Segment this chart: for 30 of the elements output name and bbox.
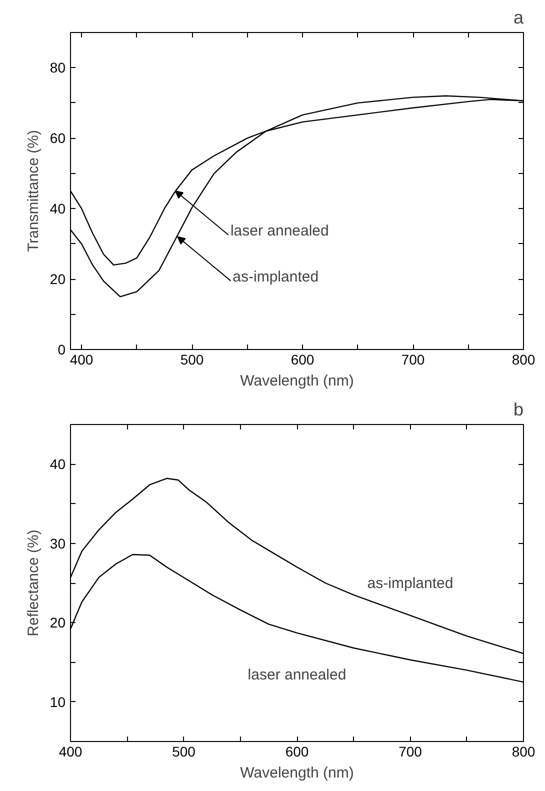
x-tick-label: 400: [70, 352, 94, 368]
y-tick-label: 60: [50, 130, 66, 146]
x-tick-label: 700: [398, 744, 422, 760]
y-axis-title: Transmittance (%): [24, 130, 42, 252]
line-series: [70, 478, 524, 654]
x-tick-label: 600: [285, 744, 309, 760]
annotation: laser annealed: [230, 222, 329, 240]
x-tick-label: 800: [512, 352, 536, 368]
y-tick-label: 40: [50, 200, 66, 217]
x-axis-title: Wavelength (nm): [240, 372, 354, 390]
y-tick-label: 20: [50, 271, 66, 288]
series-label: as-implanted: [367, 574, 454, 592]
x-tick-label: 500: [172, 744, 196, 760]
annotation: as-implanted: [232, 268, 319, 286]
y-tick-label: 0: [58, 342, 66, 358]
chart-title: a: [513, 8, 524, 28]
y-tick-label: 80: [50, 60, 66, 76]
y-tick-label: 40: [50, 456, 66, 472]
chart-title: b: [513, 400, 524, 420]
y-tick-label: 10: [50, 694, 66, 710]
series-label: laser annealed: [248, 666, 346, 684]
x-tick-label: 500: [180, 352, 204, 368]
y-tick-label: 20: [50, 614, 66, 631]
y-axis-title: Reflectance (%): [24, 530, 42, 636]
x-tick-label: 400: [58, 744, 82, 760]
x-axis-title: Wavelength (nm): [240, 764, 354, 782]
y-tick-label: 30: [50, 535, 66, 552]
x-tick-label: 700: [401, 352, 425, 368]
x-tick-label: 600: [290, 352, 314, 368]
x-tick-label: 800: [512, 744, 536, 760]
